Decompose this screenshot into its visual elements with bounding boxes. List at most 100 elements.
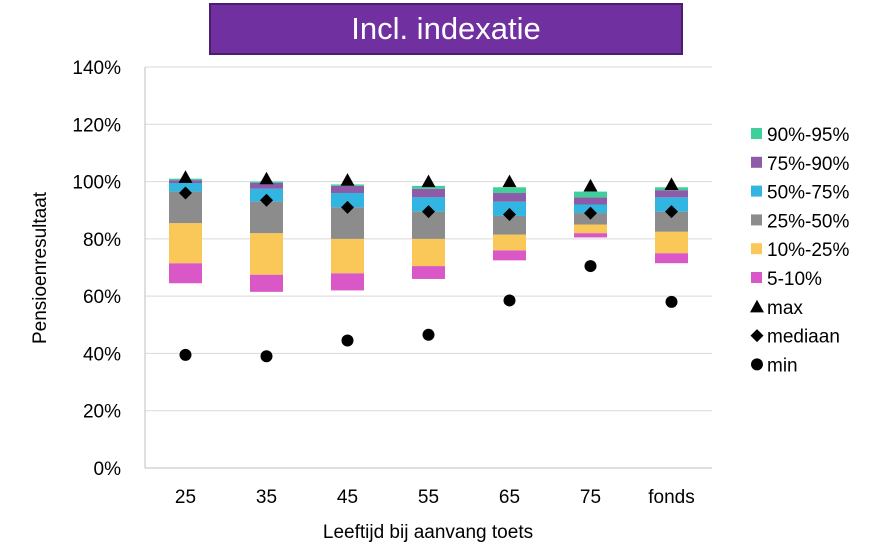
legend-label: 50%-75%: [767, 183, 849, 204]
x-axis-label: Leeftijd bij aanvang toets: [323, 522, 533, 543]
x-tick-label: 75: [580, 487, 601, 508]
marker-max: [502, 174, 517, 188]
marker-max: [178, 170, 193, 183]
marker-max: [664, 177, 679, 191]
legend-label: mediaan: [767, 327, 840, 348]
y-tick-label: 20%: [83, 402, 121, 423]
bar-segment: [655, 231, 688, 254]
legend-label: max: [767, 298, 803, 319]
bar-segment: [655, 197, 688, 212]
bar-segment: [574, 233, 607, 238]
marker-min: [665, 295, 678, 308]
marker-mediaan: [584, 206, 597, 220]
marker-max: [583, 178, 598, 192]
bar-segment: [250, 274, 283, 292]
y-tick-label: 60%: [83, 287, 121, 308]
marker-mediaan: [422, 205, 435, 219]
legend-label: 5-10%: [767, 269, 822, 290]
bar-segment: [412, 188, 445, 198]
bar-segment: [250, 201, 283, 234]
legend-item: min: [751, 355, 798, 376]
bar-segment: [493, 193, 526, 202]
bar-segment: [655, 211, 688, 232]
legend-marker: [750, 299, 764, 313]
marker-min: [422, 328, 435, 341]
marker-min: [260, 350, 273, 363]
y-tick-label: 100%: [72, 173, 121, 194]
legend-item: 90%-95%: [751, 125, 849, 146]
legend: 90%-95% 75%-90% 50%-75% 25%-50% 10%-25% 5-10%…: [750, 125, 849, 376]
bar-segment: [412, 185, 445, 189]
bar-segment: [169, 263, 202, 284]
y-tick-label: 140%: [72, 58, 121, 79]
legend-item: 75%-90%: [751, 154, 849, 175]
marker-mediaan: [341, 200, 354, 214]
legend-swatch: [751, 243, 762, 255]
marker-max: [259, 171, 274, 185]
legend-swatch: [751, 128, 762, 139]
bar-segment: [412, 197, 445, 212]
x-tick-label: 45: [337, 487, 358, 508]
bar-segment: [493, 215, 526, 235]
bar-segment: [331, 185, 364, 194]
markers: [178, 170, 679, 363]
legend-label: 10%-25%: [767, 240, 849, 261]
marker-min: [503, 294, 516, 307]
bar-segment: [655, 190, 688, 198]
x-axis-ticks: 25 35 45 55 65 75 fonds: [175, 487, 695, 508]
marker-max: [421, 174, 436, 188]
legend-label: 90%-95%: [767, 125, 849, 146]
bar-segment: [493, 250, 526, 261]
bar-segment: [574, 191, 607, 198]
bar-segment: [493, 234, 526, 251]
bar-segment: [331, 238, 364, 274]
legend-swatch: [751, 156, 762, 168]
bar-segment: [574, 224, 607, 234]
bar-segment: [250, 233, 283, 275]
x-tick-label: 35: [256, 487, 277, 508]
marker-min: [584, 260, 597, 273]
legend-marker: [751, 358, 763, 371]
bar-segment: [169, 223, 202, 264]
x-tick-label: 55: [418, 487, 439, 508]
bars: [169, 178, 688, 292]
marker-mediaan: [179, 186, 192, 200]
bar-segment: [331, 273, 364, 291]
bar-segment: [574, 197, 607, 205]
legend-label: min: [767, 355, 798, 376]
legend-item: max: [750, 298, 803, 319]
legend-item: mediaan: [750, 327, 840, 348]
legend-marker: [750, 329, 764, 343]
legend-label: 25%-50%: [767, 211, 849, 232]
y-tick-label: 0%: [94, 459, 122, 480]
y-axis-label: Pensioenresultaat: [30, 191, 51, 344]
bar-segment: [331, 193, 364, 208]
bar-segment: [250, 183, 283, 189]
y-tick-label: 120%: [72, 115, 121, 136]
y-tick-label: 80%: [83, 230, 121, 251]
legend-item: 5-10%: [751, 269, 822, 290]
marker-mediaan: [503, 208, 516, 222]
legend-item: 25%-50%: [751, 211, 849, 232]
bar-segment: [655, 253, 688, 264]
marker-min: [341, 334, 354, 347]
y-tick-label: 40%: [83, 344, 121, 365]
x-tick-label: 25: [175, 487, 196, 508]
chart-title: Incl. indexatie: [209, 3, 683, 55]
bar-segment: [493, 187, 526, 194]
marker-mediaan: [260, 193, 273, 207]
x-tick-label: 65: [499, 487, 520, 508]
y-axis-ticks: 0% 20% 40% 60% 80% 100% 120% 140%: [72, 58, 121, 480]
bar-segment: [412, 238, 445, 267]
marker-min: [179, 348, 192, 361]
marker-max: [340, 173, 355, 186]
legend-item: 50%-75%: [751, 183, 849, 204]
legend-label: 75%-90%: [767, 154, 849, 175]
bar-segment: [412, 266, 445, 279]
marker-mediaan: [665, 205, 678, 219]
x-tick-label: fonds: [648, 487, 694, 508]
legend-swatch: [751, 272, 762, 283]
legend-item: 10%-25%: [751, 240, 849, 261]
legend-swatch: [751, 185, 762, 197]
